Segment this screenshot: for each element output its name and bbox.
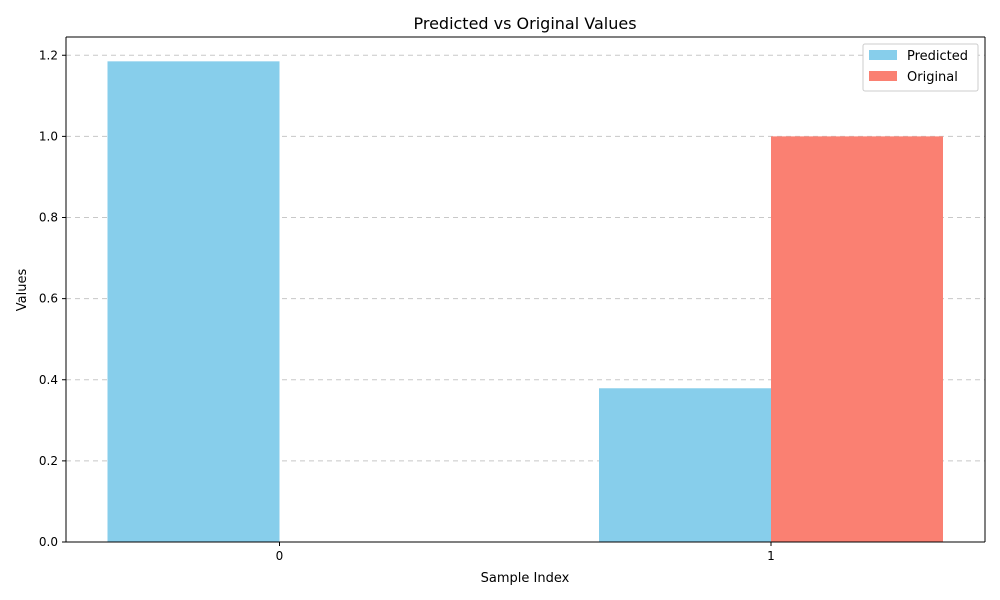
bar-predicted-0 [107, 61, 280, 543]
chart-title: Predicted vs Original Values [413, 14, 636, 33]
y-tick-label: 0.8 [39, 211, 58, 225]
legend-swatch [869, 71, 897, 81]
y-axis-label: Values [15, 269, 30, 312]
x-tick-label: 1 [767, 549, 775, 563]
axes [65, 36, 986, 543]
y-tick-label: 1.0 [39, 129, 58, 143]
bars [107, 61, 943, 543]
y-tick-label: 0.4 [39, 373, 58, 387]
y-ticks: 0.0 0.2 0.4 0.6 0.8 1.0 1.2 [39, 48, 66, 549]
legend: Predicted Original [862, 43, 979, 92]
y-tick-label: 0.2 [39, 454, 58, 468]
legend-label: Predicted [907, 49, 968, 64]
bar-original-1 [771, 136, 943, 542]
bar-predicted-1 [599, 388, 771, 542]
y-tick-label: 1.2 [39, 48, 58, 62]
legend-label: Original [907, 70, 958, 85]
y-tick-label: 0.6 [39, 292, 58, 306]
x-axis-label: Sample Index [481, 571, 570, 586]
legend-swatch [869, 50, 897, 60]
x-tick-label: 0 [276, 549, 284, 563]
y-tick-label: 0.0 [39, 535, 58, 549]
